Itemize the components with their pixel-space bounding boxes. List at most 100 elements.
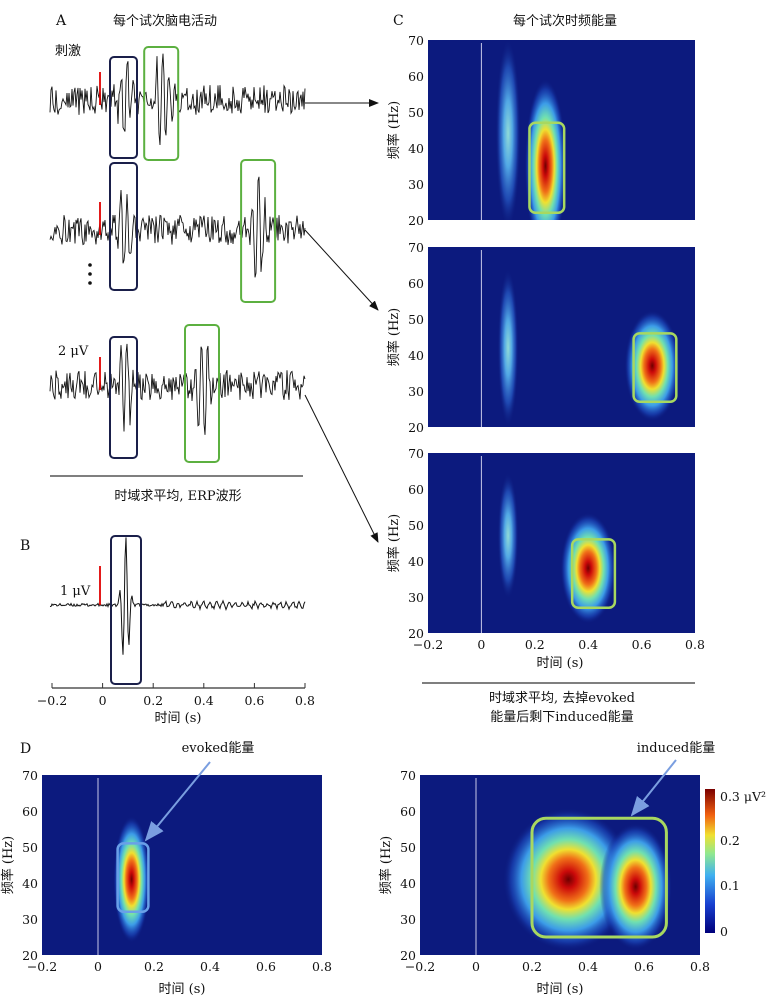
power-blob xyxy=(495,40,521,220)
panel-b-xlabel: 时间 (s) xyxy=(155,711,202,726)
tf-map-trial-1-area xyxy=(428,40,695,220)
y-tick-4: 30 xyxy=(22,912,38,927)
y-tick-1: 60 xyxy=(408,482,424,497)
x-tick-2: 0.2 xyxy=(525,637,545,652)
b-x-tick-2: 0.2 xyxy=(143,693,163,708)
map-background xyxy=(42,775,322,955)
eeg-trace-2 xyxy=(49,176,306,278)
y-tick-0: 70 xyxy=(400,768,416,783)
average-tf-maps: 70 60 50 40 30 20 频率 (Hz) −0.2 0 0.2 0.4 0.6 0.8 70 60… xyxy=(0,768,710,974)
colorbar xyxy=(705,789,715,933)
b-x-tick-5: 0.8 xyxy=(295,693,315,708)
scale-label-b: 1 μV xyxy=(60,584,91,599)
y-tick-3: 40 xyxy=(408,554,424,569)
induced-box xyxy=(184,324,220,463)
x-tick-1: 0 xyxy=(477,637,485,652)
panel-c-caption-1: 时域求平均, 去掉evoked xyxy=(489,691,635,706)
power-blob xyxy=(502,808,634,951)
erp-waveform xyxy=(49,535,306,685)
evoked-box xyxy=(109,336,138,459)
erp-trace xyxy=(49,537,306,655)
colorbar-tick-0: 0.3 μV² xyxy=(720,789,766,804)
y-tick-1: 60 xyxy=(408,276,424,291)
y-tick-5: 20 xyxy=(408,626,424,641)
y-tick-5: 20 xyxy=(22,948,38,963)
panel-c-xlabel: 时间 (s) xyxy=(537,656,584,671)
induced-arrow xyxy=(630,759,677,817)
induced-box xyxy=(240,159,277,303)
x-tick-4: 0.6 xyxy=(634,959,654,974)
x-tick-0: −0.2 xyxy=(27,959,57,974)
panel-d-letter: D xyxy=(20,741,31,757)
tf-map-trial-3: 70 60 50 40 30 20 频率 (Hz) −0.2 0 0.2 0.4 0.6 0.8 xyxy=(386,446,705,652)
y-tick-4: 30 xyxy=(400,912,416,927)
y-axis-label: 频率 (Hz) xyxy=(386,101,402,159)
x-tick-5: 0.8 xyxy=(312,959,332,974)
y-tick-2: 50 xyxy=(408,105,424,120)
panel-a-letter: A xyxy=(55,13,67,29)
x-tick-1: 0 xyxy=(472,959,480,974)
panel-c-title: 每个试次时频能量 xyxy=(513,13,617,29)
map-background xyxy=(428,453,695,633)
y-tick-1: 60 xyxy=(22,804,38,819)
b-x-tick-1: 0 xyxy=(99,693,107,708)
highlight-box xyxy=(116,842,150,914)
y-tick-5: 20 xyxy=(408,213,424,228)
panel-b-letter: B xyxy=(20,538,30,554)
y-tick-0: 70 xyxy=(22,768,38,783)
panel-d-xlabel-right: 时间 (s) xyxy=(537,982,584,997)
highlight-box xyxy=(570,538,617,610)
y-tick-1: 60 xyxy=(400,804,416,819)
y-tick-4: 30 xyxy=(408,590,424,605)
induced-label: induced能量 xyxy=(637,741,716,756)
y-tick-2: 50 xyxy=(408,518,424,533)
y-tick-5: 20 xyxy=(400,948,416,963)
x-tick-3: 0.4 xyxy=(200,959,220,974)
evoked-label: evoked能量 xyxy=(182,741,255,756)
x-tick-5: 0.8 xyxy=(685,637,705,652)
evoked-arrow xyxy=(144,761,211,842)
y-tick-1: 60 xyxy=(408,69,424,84)
colorbar-tick-2: 0.1 xyxy=(720,878,740,893)
tf-map-trial-1: 70 60 50 40 30 20 频率 (Hz) xyxy=(386,33,695,228)
y-tick-4: 30 xyxy=(408,177,424,192)
x-tick-2: 0.2 xyxy=(144,959,164,974)
x-tick-2: 0.2 xyxy=(522,959,542,974)
tf-map-trial-2: 70 60 50 40 30 20 频率 (Hz) xyxy=(386,240,695,435)
y-axis-label: 频率 (Hz) xyxy=(378,836,394,894)
x-tick-0: −0.2 xyxy=(405,959,435,974)
y-tick-3: 40 xyxy=(400,876,416,891)
y-axis-label: 频率 (Hz) xyxy=(0,836,16,894)
power-blob xyxy=(497,472,519,600)
y-tick-4: 30 xyxy=(408,384,424,399)
x-tick-3: 0.4 xyxy=(578,959,598,974)
power-blob xyxy=(624,310,681,422)
arrow-trial-2 xyxy=(304,229,379,311)
y-axis-label: 频率 (Hz) xyxy=(386,514,402,572)
scale-label-a: 2 μV xyxy=(58,344,89,359)
x-tick-3: 0.4 xyxy=(578,637,598,652)
y-tick-0: 70 xyxy=(408,240,424,255)
x-tick-5: 0.8 xyxy=(690,959,710,974)
b-x-tick-0: −0.2 xyxy=(37,693,67,708)
evoked-box xyxy=(109,162,138,291)
power-blob xyxy=(524,78,567,220)
x-tick-1: 0 xyxy=(94,959,102,974)
panel-d-xlabel-left: 时间 (s) xyxy=(159,982,206,997)
y-axis-label: 频率 (Hz) xyxy=(386,308,402,366)
colorbar-tick-1: 0.2 xyxy=(720,833,740,848)
y-tick-3: 40 xyxy=(408,141,424,156)
y-tick-2: 50 xyxy=(400,840,416,855)
power-blob xyxy=(497,268,519,427)
ellipsis-dots xyxy=(88,263,92,285)
tf-map-trial-3-area xyxy=(428,453,695,633)
induced-box xyxy=(143,46,180,161)
panel-c-caption-2: 能量后剩下induced能量 xyxy=(490,710,634,725)
y-tick-0: 70 xyxy=(408,446,424,461)
x-tick-0: −0.2 xyxy=(413,637,443,652)
colorbar-tick-3: 0 xyxy=(720,924,728,939)
evoked-power-map-area xyxy=(42,775,322,955)
single-trial-traces xyxy=(49,46,306,463)
